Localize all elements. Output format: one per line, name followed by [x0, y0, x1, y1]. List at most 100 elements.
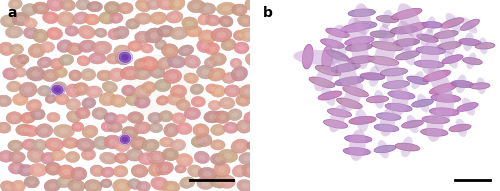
Ellipse shape — [118, 183, 126, 189]
Ellipse shape — [148, 112, 162, 123]
Ellipse shape — [436, 88, 454, 122]
Ellipse shape — [214, 56, 222, 62]
Ellipse shape — [71, 46, 78, 52]
Ellipse shape — [210, 124, 226, 135]
Ellipse shape — [330, 46, 346, 65]
Ellipse shape — [128, 179, 141, 189]
Ellipse shape — [50, 166, 56, 172]
Ellipse shape — [112, 124, 118, 129]
Ellipse shape — [112, 32, 118, 36]
Ellipse shape — [236, 70, 243, 77]
Ellipse shape — [105, 124, 111, 129]
Ellipse shape — [28, 21, 34, 25]
Ellipse shape — [190, 84, 203, 95]
Ellipse shape — [25, 115, 32, 120]
Ellipse shape — [162, 44, 178, 58]
Ellipse shape — [140, 184, 146, 189]
Ellipse shape — [164, 140, 170, 144]
Ellipse shape — [225, 42, 232, 47]
Ellipse shape — [168, 127, 174, 133]
Ellipse shape — [248, 115, 256, 120]
Ellipse shape — [13, 154, 20, 159]
Ellipse shape — [228, 109, 242, 121]
Ellipse shape — [62, 179, 70, 184]
Ellipse shape — [51, 31, 58, 36]
Ellipse shape — [250, 57, 258, 63]
Ellipse shape — [101, 167, 114, 177]
Ellipse shape — [150, 66, 165, 78]
Ellipse shape — [157, 0, 175, 10]
Ellipse shape — [66, 99, 80, 110]
Ellipse shape — [247, 141, 260, 151]
Ellipse shape — [14, 47, 20, 52]
Ellipse shape — [374, 124, 399, 132]
Ellipse shape — [150, 123, 162, 133]
Ellipse shape — [34, 112, 41, 117]
Ellipse shape — [134, 140, 142, 146]
Ellipse shape — [170, 27, 188, 40]
Ellipse shape — [80, 58, 86, 63]
Ellipse shape — [15, 184, 22, 189]
Ellipse shape — [238, 15, 253, 27]
Ellipse shape — [156, 181, 164, 187]
Ellipse shape — [206, 84, 218, 94]
Ellipse shape — [16, 124, 33, 136]
Ellipse shape — [101, 121, 115, 132]
Ellipse shape — [134, 67, 152, 80]
Ellipse shape — [184, 108, 200, 120]
Ellipse shape — [184, 73, 198, 83]
Ellipse shape — [214, 142, 221, 147]
Ellipse shape — [380, 108, 396, 136]
Ellipse shape — [180, 103, 186, 108]
Ellipse shape — [421, 29, 434, 47]
Ellipse shape — [8, 151, 25, 163]
Ellipse shape — [45, 138, 64, 151]
Ellipse shape — [122, 85, 136, 96]
Ellipse shape — [146, 0, 162, 10]
Ellipse shape — [344, 36, 374, 46]
Ellipse shape — [416, 47, 446, 54]
Ellipse shape — [326, 28, 349, 38]
Ellipse shape — [106, 84, 113, 89]
Ellipse shape — [40, 42, 54, 53]
Ellipse shape — [109, 139, 116, 145]
Ellipse shape — [71, 167, 87, 180]
Ellipse shape — [350, 21, 377, 29]
Ellipse shape — [32, 152, 40, 159]
Ellipse shape — [139, 35, 146, 40]
Ellipse shape — [88, 17, 96, 22]
Ellipse shape — [76, 0, 90, 10]
Ellipse shape — [86, 129, 94, 134]
Ellipse shape — [26, 142, 34, 147]
Ellipse shape — [26, 7, 33, 12]
Ellipse shape — [441, 18, 464, 28]
Ellipse shape — [198, 167, 216, 180]
Ellipse shape — [204, 57, 218, 68]
Ellipse shape — [136, 181, 150, 191]
Ellipse shape — [134, 13, 152, 24]
Ellipse shape — [223, 19, 229, 24]
Ellipse shape — [142, 82, 156, 93]
Ellipse shape — [108, 28, 122, 40]
Ellipse shape — [104, 1, 120, 14]
Ellipse shape — [244, 88, 252, 95]
Ellipse shape — [226, 75, 232, 80]
Ellipse shape — [418, 94, 429, 112]
Ellipse shape — [348, 56, 375, 64]
Ellipse shape — [349, 116, 376, 124]
Ellipse shape — [70, 114, 77, 119]
Ellipse shape — [94, 28, 107, 37]
Ellipse shape — [309, 77, 335, 87]
Ellipse shape — [104, 135, 122, 149]
Ellipse shape — [456, 118, 467, 137]
Ellipse shape — [94, 136, 109, 150]
Ellipse shape — [162, 1, 170, 6]
Ellipse shape — [412, 71, 424, 89]
Ellipse shape — [94, 168, 100, 173]
Ellipse shape — [168, 73, 176, 79]
Ellipse shape — [396, 21, 413, 52]
Ellipse shape — [150, 1, 158, 6]
Ellipse shape — [196, 133, 212, 146]
Ellipse shape — [222, 6, 231, 11]
Ellipse shape — [17, 16, 25, 22]
